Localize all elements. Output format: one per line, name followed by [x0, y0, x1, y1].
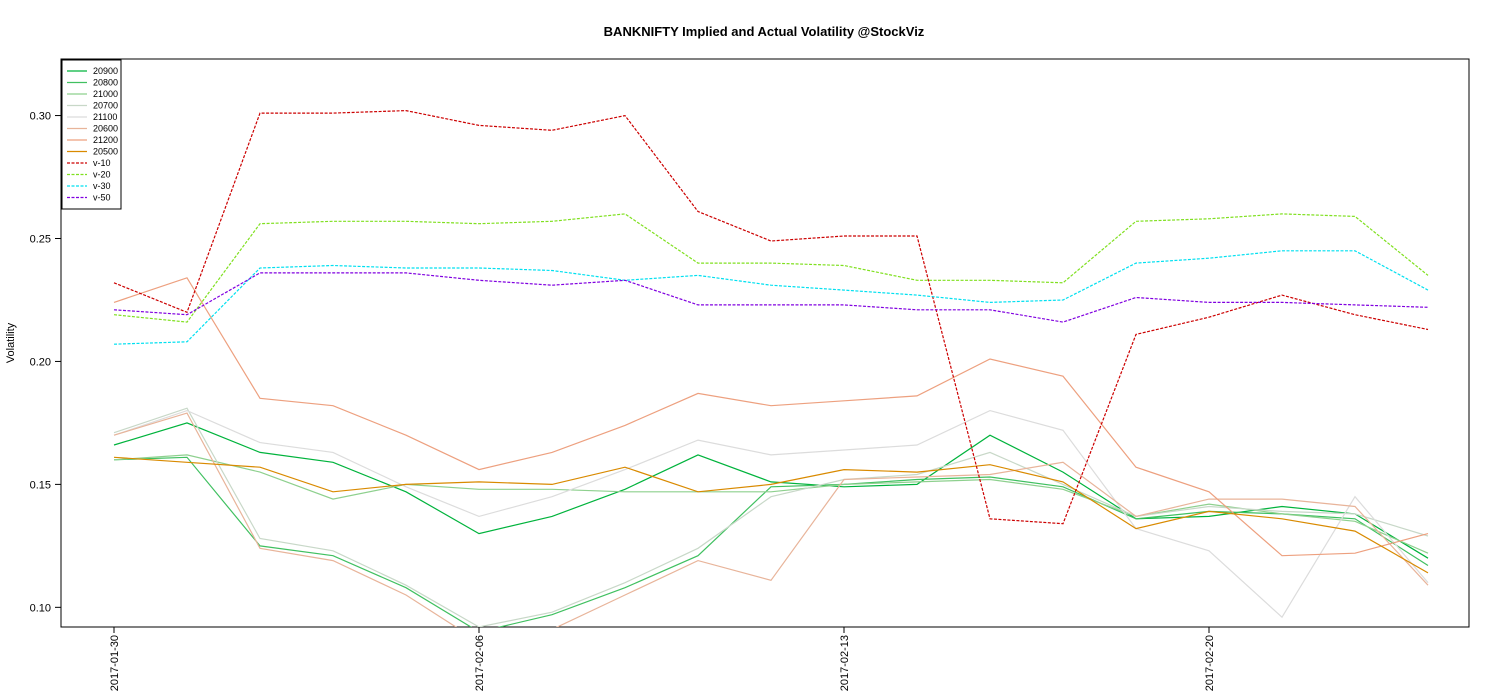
legend-label: v-30 [93, 181, 111, 191]
y-tick-label: 0.20 [30, 356, 51, 368]
series-lines [113, 109, 1429, 627]
x-tick-label: 2017-01-30 [109, 635, 121, 691]
legend-label: 20500 [93, 147, 118, 157]
legend-label: 21200 [93, 135, 118, 145]
series-line-v-30 [113, 250, 1429, 345]
y-axis-label: Volatility [5, 322, 17, 363]
series-line-v-10 [113, 109, 1429, 525]
series-line-v-20 [113, 213, 1429, 323]
series-line-21100 [113, 409, 1429, 619]
legend-label: v-20 [93, 170, 111, 180]
plot-frame [60, 58, 1470, 628]
legend-label: 21100 [93, 112, 117, 122]
legend-box [61, 59, 122, 210]
legend-label: 20700 [93, 101, 118, 111]
legend-label: 20800 [93, 78, 118, 88]
series-line-20500 [113, 456, 1429, 574]
y-tick-label: 0.10 [30, 602, 51, 614]
y-tick-label: 0.15 [30, 479, 51, 491]
legend-label: v-50 [93, 193, 111, 203]
x-tick-label: 2017-02-13 [839, 635, 851, 691]
legend-label: 20900 [93, 66, 118, 76]
legend-label: 20600 [93, 124, 118, 134]
chart-title: BANKNIFTY Implied and Actual Volatility … [604, 24, 925, 39]
legend-label: 21000 [93, 89, 118, 99]
legend-label: v-10 [93, 158, 111, 168]
series-line-v-50 [113, 272, 1429, 323]
x-axis: 2017-01-30 2017-02-06 2017-02-13 2017-02-20 [109, 627, 1216, 691]
y-tick-label: 0.25 [30, 233, 51, 245]
x-tick-label: 2017-02-06 [474, 635, 486, 691]
series-line-20700 [113, 407, 1429, 627]
series-line-21000 [113, 454, 1429, 554]
series-line-21200 [113, 277, 1429, 557]
y-tick-label: 0.30 [30, 111, 51, 123]
series-line-20900 [113, 422, 1429, 559]
series-line-20800 [113, 456, 1429, 627]
y-axis: 0.10 0.15 0.20 0.25 0.30 [30, 111, 61, 614]
series-line-20600 [113, 412, 1429, 627]
x-tick-label: 2017-02-20 [1204, 635, 1216, 691]
